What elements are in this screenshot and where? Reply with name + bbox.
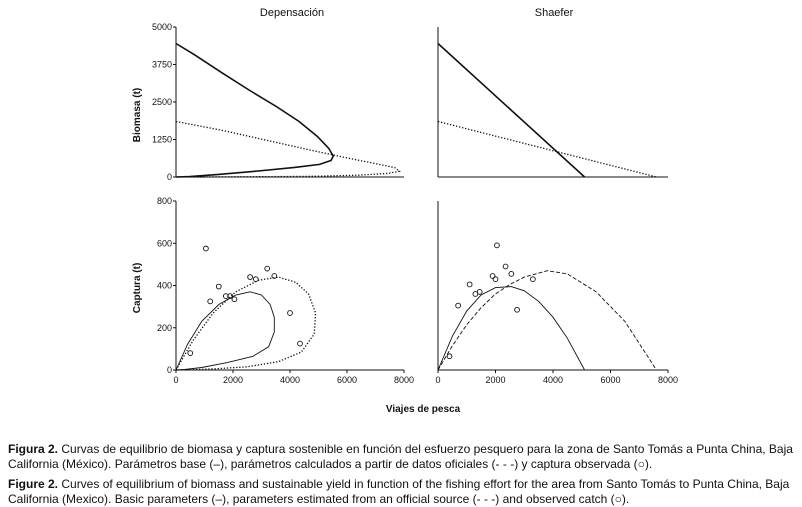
x-tick-label: 2000: [223, 375, 243, 385]
biomass-depensacion-panel: 0 1250 2500 3750 5000: [152, 22, 404, 182]
observed-catch-point: [231, 296, 238, 303]
official-parameters-curve: [437, 120, 657, 178]
y-tick-label: 5000: [152, 22, 172, 32]
x-tick-label: 4000: [543, 375, 563, 385]
official-parameters-curve: [175, 276, 317, 371]
observed-catch-point: [466, 281, 473, 288]
official-parameters-curve: [437, 270, 657, 371]
observed-catch-point: [207, 298, 214, 305]
observed-catch-point: [287, 310, 293, 316]
official-parameters-curve: [175, 120, 401, 178]
observed-catch-point: [247, 274, 253, 280]
base-parameters-curve: [175, 291, 275, 371]
y-axis-label-biomasa: Biomasa (t): [132, 88, 143, 142]
x-tick-label: 0: [173, 375, 178, 385]
base-parameters-curve: [437, 42, 586, 178]
caption-spanish-label: Figura 2.: [8, 442, 59, 456]
observed-catch-point: [223, 293, 229, 299]
panel-title-depensacion: Depensación: [260, 7, 324, 19]
x-tick-label: 2000: [485, 375, 505, 385]
x-tick-label: 8000: [658, 375, 678, 385]
y-tick-label: 200: [157, 323, 172, 333]
observed-catch-point: [514, 306, 520, 313]
capture-shaefer-panel: 0 2000 4000 6000 8000: [435, 201, 678, 385]
y-axis-label-captura: Captura (t): [132, 263, 143, 314]
observed-catch-point: [508, 271, 515, 277]
x-tick-label: 8000: [394, 375, 414, 385]
y-tick-label: 800: [157, 196, 172, 206]
observed-catch-point: [227, 293, 234, 299]
observed-catch-point: [476, 288, 483, 295]
y-tick-label: 1250: [152, 135, 172, 145]
observed-catch-point: [530, 276, 536, 283]
observed-catch-point: [455, 302, 461, 309]
y-tick-label: 2500: [152, 97, 172, 107]
figure-2: Depensación Shaefer 0 1250 2500 3750 5000 0 2…: [132, 7, 678, 415]
observed-catch-point: [187, 350, 194, 356]
observed-catch-point: [489, 273, 496, 279]
x-axis-label-viajes: Viajes de pesca: [386, 404, 461, 415]
observed-catch-point: [264, 265, 271, 272]
observed-catch-point: [203, 245, 209, 252]
caption-english-label: Figure 2.: [8, 477, 59, 491]
x-tick-label: 6000: [600, 375, 620, 385]
y-tick-label: 400: [157, 281, 172, 291]
x-tick-label: 6000: [337, 375, 357, 385]
observed-catch-point: [297, 340, 303, 347]
caption-english-text: Curves of equilibrium of biomass and sus…: [8, 477, 790, 506]
biomass-shaefer-panel: [437, 27, 668, 178]
caption-spanish: Figura 2. Curvas de equilibrio de biomas…: [8, 442, 798, 472]
observed-catch-point: [492, 276, 499, 283]
base-parameters-curve: [437, 286, 585, 371]
base-parameters-curve: [175, 42, 335, 178]
x-tick-label: 4000: [280, 375, 300, 385]
y-tick-label: 0: [167, 365, 172, 375]
y-tick-label: 3750: [152, 60, 172, 70]
panel-title-shaefer: Shaefer: [535, 7, 574, 19]
caption-spanish-text: Curvas de equilibrio de biomasa y captur…: [8, 442, 793, 471]
y-tick-label: 600: [157, 238, 172, 248]
observed-catch-point: [446, 353, 453, 360]
y-tick-label: 0: [167, 172, 172, 182]
observed-catch-point: [494, 242, 500, 249]
observed-catch-point: [271, 273, 278, 279]
observed-catch-point: [502, 263, 509, 270]
observed-catch-point: [252, 276, 259, 283]
observed-catch-point: [215, 283, 222, 290]
x-tick-label: 0: [435, 375, 440, 385]
